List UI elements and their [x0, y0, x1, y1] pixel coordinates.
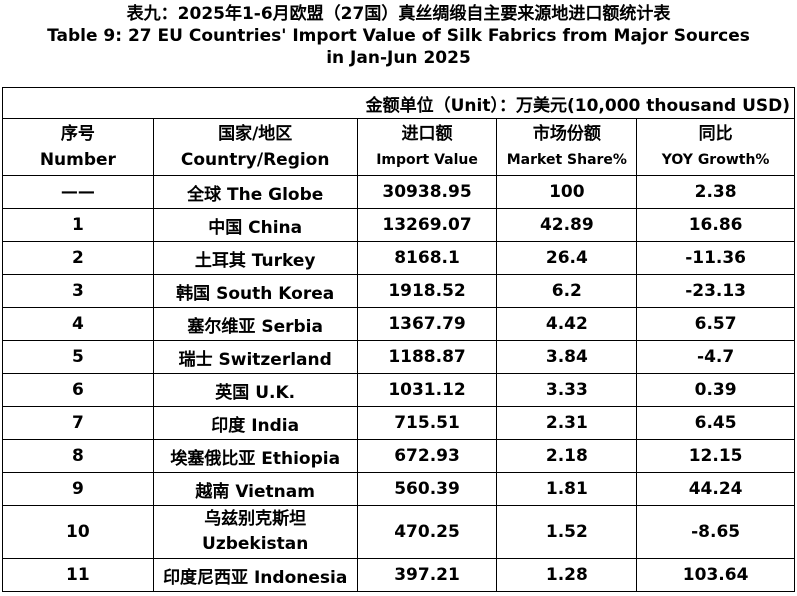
header-yoy-growth: 同比 YOY Growth%: [636, 118, 795, 176]
cell-yoy-growth: 6.45: [636, 406, 795, 440]
header-en: YOY Growth%: [661, 152, 770, 168]
cell-import-value: 30938.95: [356, 175, 498, 209]
cell-yoy-growth: -4.7: [636, 340, 795, 374]
cell-yoy-growth: 16.86: [636, 208, 795, 242]
cell-market-share: 3.84: [496, 340, 638, 374]
cell-market-share: 1.28: [496, 558, 638, 592]
table-row: 10 乌兹别克斯坦 Uzbekistan 470.25 1.52 -8.65: [2, 505, 795, 559]
table-row: 7 印度 India 715.51 2.31 6.45: [2, 406, 795, 440]
cell-import-value: 1918.52: [356, 274, 498, 308]
cell-market-share: 1.81: [496, 472, 638, 506]
cell-number: 11: [2, 558, 154, 592]
cell-number: 7: [2, 406, 154, 440]
cell-number: 2: [2, 241, 154, 275]
cell-market-share: 26.4: [496, 241, 638, 275]
cell-market-share: 2.18: [496, 439, 638, 473]
header-cn: 市场份额: [532, 124, 601, 144]
cell-yoy-growth: -8.65: [636, 505, 795, 559]
cell-market-share: 6.2: [496, 274, 638, 308]
cell-country: 埃塞俄比亚 Ethiopia: [152, 439, 358, 473]
table-row: 4 塞尔维亚 Serbia 1367.79 4.42 6.57: [2, 307, 795, 341]
cell-country: 印度尼西亚 Indonesia: [152, 558, 358, 592]
cell-import-value: 560.39: [356, 472, 498, 506]
cell-number: 5: [2, 340, 154, 374]
cell-import-value: 470.25: [356, 505, 498, 559]
import-table: 金额单位（Unit）：万美元(10,000 thousand USD) 序号 Nu…: [2, 87, 795, 592]
cell-yoy-growth: -11.36: [636, 241, 795, 275]
cell-market-share: 2.31: [496, 406, 638, 440]
header-import-value: 进口额 Import Value: [356, 118, 498, 176]
header-en: Import Value: [376, 152, 478, 168]
table-row: —— 全球 The Globe 30938.95 100 2.38: [2, 175, 795, 209]
header-en: Number: [39, 150, 116, 170]
title-en-line2: in Jan-Jun 2025: [326, 48, 471, 68]
cell-yoy-growth: 44.24: [636, 472, 795, 506]
header-cn: 同比: [698, 124, 733, 144]
cell-yoy-growth: 6.57: [636, 307, 795, 341]
cell-country: 越南 Vietnam: [152, 472, 358, 506]
table-row: 11 印度尼西亚 Indonesia 397.21 1.28 103.64: [2, 558, 795, 592]
cell-number: 1: [2, 208, 154, 242]
cell-country: 中国 China: [152, 208, 358, 242]
cell-number: 8: [2, 439, 154, 473]
cell-yoy-growth: 0.39: [636, 373, 795, 407]
cell-yoy-growth: 2.38: [636, 175, 795, 209]
cell-number: 10: [2, 505, 154, 559]
cell-country: 瑞士 Switzerland: [152, 340, 358, 374]
header-en: Country/Region: [180, 150, 330, 170]
header-country: 国家/地区 Country/Region: [152, 118, 358, 176]
cell-yoy-growth: 12.15: [636, 439, 795, 473]
cell-number: ——: [2, 175, 154, 209]
cell-import-value: 1031.12: [356, 373, 498, 407]
cell-number: 4: [2, 307, 154, 341]
cell-import-value: 1188.87: [356, 340, 498, 374]
header-cn: 进口额: [401, 124, 453, 144]
cell-number: 9: [2, 472, 154, 506]
table-row: 6 英国 U.K. 1031.12 3.33 0.39: [2, 373, 795, 407]
header-market-share: 市场份额 Market Share%: [496, 118, 638, 176]
cell-number: 6: [2, 373, 154, 407]
table-row: 8 埃塞俄比亚 Ethiopia 672.93 2.18 12.15: [2, 439, 795, 473]
cell-import-value: 8168.1: [356, 241, 498, 275]
cell-country: 土耳其 Turkey: [152, 241, 358, 275]
title-cn: 表九：2025年1-6月欧盟（27国）真丝绸缎自主要来源地进口额统计表: [126, 4, 671, 24]
header-cn: 国家/地区: [218, 124, 293, 144]
table-row: 1 中国 China 13269.07 42.89 16.86: [2, 208, 795, 242]
cell-market-share: 1.52: [496, 505, 638, 559]
cell-market-share: 42.89: [496, 208, 638, 242]
cell-yoy-growth: 103.64: [636, 558, 795, 592]
cell-import-value: 397.21: [356, 558, 498, 592]
unit-label: 金额单位（Unit）：万美元(10,000 thousand USD): [2, 87, 795, 119]
cell-import-value: 715.51: [356, 406, 498, 440]
cell-yoy-growth: -23.13: [636, 274, 795, 308]
cell-country: 全球 The Globe: [152, 175, 358, 209]
cell-number: 3: [2, 274, 154, 308]
cell-country: 乌兹别克斯坦 Uzbekistan: [152, 505, 358, 559]
cell-market-share: 4.42: [496, 307, 638, 341]
cell-market-share: 100: [496, 175, 638, 209]
cell-import-value: 672.93: [356, 439, 498, 473]
table-row: 9 越南 Vietnam 560.39 1.81 44.24: [2, 472, 795, 506]
table-row: 5 瑞士 Switzerland 1188.87 3.84 -4.7: [2, 340, 795, 374]
header-number: 序号 Number: [2, 118, 154, 176]
cell-market-share: 3.33: [496, 373, 638, 407]
cell-import-value: 1367.79: [356, 307, 498, 341]
cell-country: 印度 India: [152, 406, 358, 440]
table-title: 表九：2025年1-6月欧盟（27国）真丝绸缎自主要来源地进口额统计表 Tabl…: [0, 3, 797, 69]
header-en: Market Share%: [506, 152, 627, 168]
table-row: 3 韩国 South Korea 1918.52 6.2 -23.13: [2, 274, 795, 308]
header-cn: 序号: [60, 124, 95, 144]
title-en: Table 9: 27 EU Countries' Import Value o…: [47, 26, 750, 46]
cell-import-value: 13269.07: [356, 208, 498, 242]
cell-country: 韩国 South Korea: [152, 274, 358, 308]
cell-country: 塞尔维亚 Serbia: [152, 307, 358, 341]
table-row: 2 土耳其 Turkey 8168.1 26.4 -11.36: [2, 241, 795, 275]
cell-country: 英国 U.K.: [152, 373, 358, 407]
